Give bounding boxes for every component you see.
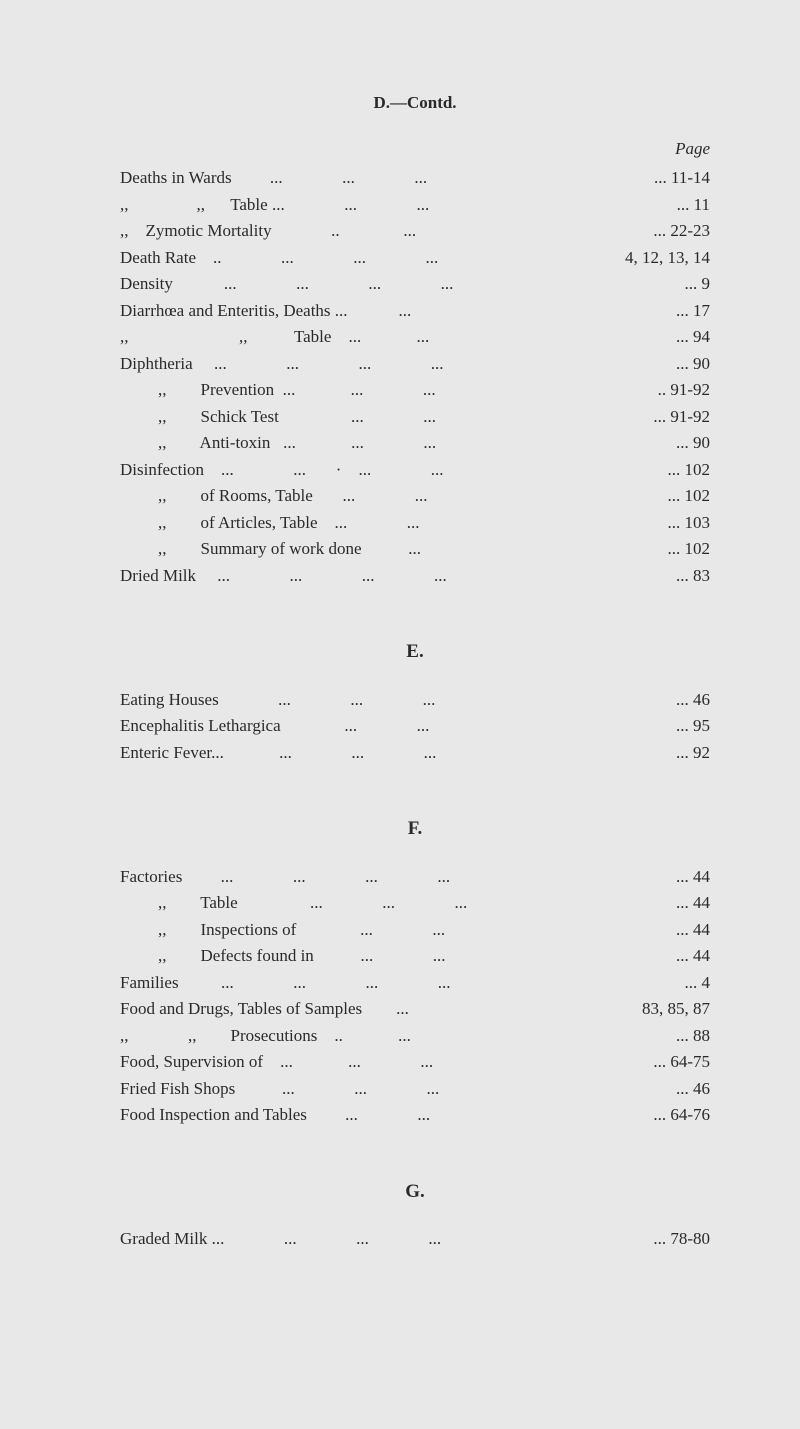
section-d-entries: Deaths in Wards ... ... ...... 11-14,, ,… — [120, 165, 710, 588]
index-entry: ,, Zymotic Mortality .. ... ... 22-23 — [120, 218, 710, 244]
index-entry-label: Graded Milk ... ... ... ... — [120, 1226, 441, 1252]
index-entry: ,, Defects found in ... ... ... 44 — [120, 943, 710, 969]
index-entry: ,, of Articles, Table ... ... ... 103 — [120, 510, 710, 536]
index-entry-page: ... 64-75 — [653, 1049, 710, 1075]
index-entry-label: ,, ,, Table ... ... ... — [120, 192, 429, 218]
index-entry-label: Families ... ... ... ... — [120, 970, 451, 996]
index-entry-label: ,, Defects found in ... ... — [120, 943, 446, 969]
index-entry-page: ... 22-23 — [653, 218, 710, 244]
index-entry: Families ... ... ... ... ... 4 — [120, 970, 710, 996]
index-entry-label: Disinfection ... ... · ... ... — [120, 457, 443, 483]
index-entry-page: ... 91-92 — [653, 404, 710, 430]
index-entry-label: Food, Supervision of ... ... ... — [120, 1049, 433, 1075]
index-entry-label: Deaths in Wards ... ... ... — [120, 165, 427, 191]
index-entry-page: ... 44 — [676, 917, 710, 943]
index-entry-label: Food and Drugs, Tables of Samples ... — [120, 996, 409, 1022]
index-entry-label: ,, ,, Prosecutions .. ... — [120, 1023, 411, 1049]
index-entry-label: Diarrhœa and Enteritis, Deaths ... ... — [120, 298, 411, 324]
index-entry-page: ... 64-76 — [653, 1102, 710, 1128]
index-entry-page: ... 102 — [668, 457, 711, 483]
index-entry-page: 4, 12, 13, 14 — [625, 245, 710, 271]
index-entry: ,, Schick Test ... ... ... 91-92 — [120, 404, 710, 430]
index-entry: ,, ,, Table ... ... ... 94 — [120, 324, 710, 350]
index-entry: Dried Milk ... ... ... ... ... 83 — [120, 563, 710, 589]
index-entry-page: ... 90 — [676, 351, 710, 377]
index-entry: Encephalitis Lethargica ... ... ... 95 — [120, 713, 710, 739]
index-entry: Enteric Fever... ... ... ... ... 92 — [120, 740, 710, 766]
index-entry: Food Inspection and Tables ... ... ... 64… — [120, 1102, 710, 1128]
section-g-entries: Graded Milk ... ... ... ... ... 78-80 — [120, 1226, 710, 1252]
index-entry-page: ... 83 — [676, 563, 710, 589]
index-entry-page: ... 4 — [685, 970, 711, 996]
index-entry-label: ,, of Articles, Table ... ... — [120, 510, 420, 536]
index-entry-label: ,, Anti-toxin ... ... ... — [120, 430, 436, 456]
index-entry-label: ,, Zymotic Mortality .. ... — [120, 218, 416, 244]
index-entry-label: Encephalitis Lethargica ... ... — [120, 713, 429, 739]
index-entry-label: Death Rate .. ... ... ... — [120, 245, 438, 271]
index-entry-page: 83, 85, 87 — [642, 996, 710, 1022]
index-entry: Fried Fish Shops ... ... ... ... 46 — [120, 1076, 710, 1102]
index-entry-label: Enteric Fever... ... ... ... — [120, 740, 436, 766]
index-entry-page: ... 88 — [676, 1023, 710, 1049]
index-entry-page: ... 44 — [676, 890, 710, 916]
index-entry-page: ... 78-80 — [653, 1226, 710, 1252]
index-entry-label: ,, ,, Table ... ... — [120, 324, 429, 350]
index-entry: ,, ,, Prosecutions .. ... ... 88 — [120, 1023, 710, 1049]
index-entry-label: Fried Fish Shops ... ... ... — [120, 1076, 439, 1102]
index-entry: ,, of Rooms, Table ... ... ... 102 — [120, 483, 710, 509]
section-d-header: D.—Contd. — [120, 90, 710, 116]
index-entry-label: ,, Prevention ... ... ... — [120, 377, 436, 403]
index-entry-label: Eating Houses ... ... ... — [120, 687, 435, 713]
index-entry-page: .. 91-92 — [658, 377, 710, 403]
index-entry-page: ... 46 — [676, 687, 710, 713]
index-entry: Graded Milk ... ... ... ... ... 78-80 — [120, 1226, 710, 1252]
index-entry: Deaths in Wards ... ... ... ... 11-14 — [120, 165, 710, 191]
index-entry-label: ,, Schick Test ... ... — [120, 404, 436, 430]
index-entry: Density ... ... ... ... ... 9 — [120, 271, 710, 297]
index-entry-page: ... 103 — [668, 510, 711, 536]
index-entry: ,, ,, Table ... ... ... ... 11 — [120, 192, 710, 218]
index-entry-label: ,, of Rooms, Table ... ... — [120, 483, 428, 509]
section-e-entries: Eating Houses ... ... ...... 46Encephali… — [120, 687, 710, 766]
index-entry-label: Food Inspection and Tables ... ... — [120, 1102, 430, 1128]
index-entry-page: ... 44 — [676, 943, 710, 969]
index-entry-page: ... 44 — [676, 864, 710, 890]
index-entry: Food and Drugs, Tables of Samples ... 83,… — [120, 996, 710, 1022]
index-entry: Food, Supervision of ... ... ... ... 64-7… — [120, 1049, 710, 1075]
index-entry: ,, Prevention ... ... ... .. 91-92 — [120, 377, 710, 403]
section-g-letter: G. — [120, 1178, 710, 1207]
index-entry: ,, Summary of work done ... ... 102 — [120, 536, 710, 562]
section-f-letter: F. — [120, 815, 710, 844]
index-entry-page: ... 9 — [685, 271, 711, 297]
index-entry-label: ,, Table ... ... ... — [120, 890, 467, 916]
index-entry: Eating Houses ... ... ... ... 46 — [120, 687, 710, 713]
index-entry-label: Dried Milk ... ... ... ... — [120, 563, 447, 589]
index-entry-page: ... 11-14 — [654, 165, 710, 191]
section-e-letter: E. — [120, 638, 710, 667]
index-entry: ,, Anti-toxin ... ... ... ... 90 — [120, 430, 710, 456]
index-entry-page: ... 11 — [677, 192, 710, 218]
index-entry-page: ... 102 — [668, 483, 711, 509]
index-entry: Factories ... ... ... ... ... 44 — [120, 864, 710, 890]
index-entry-page: ... 95 — [676, 713, 710, 739]
index-entry-page: ... 94 — [676, 324, 710, 350]
index-entry: Diphtheria ... ... ... ... ... 90 — [120, 351, 710, 377]
index-entry-label: Factories ... ... ... ... — [120, 864, 450, 890]
index-entry: ,, Table ... ... ... ... 44 — [120, 890, 710, 916]
index-entry: Death Rate .. ... ... ... 4, 12, 13, 14 — [120, 245, 710, 271]
index-entry-page: ... 102 — [668, 536, 711, 562]
index-entry-label: ,, Inspections of ... ... — [120, 917, 445, 943]
section-f-entries: Factories ... ... ... ...... 44,, Table … — [120, 864, 710, 1128]
index-entry: ,, Inspections of ... ... ... 44 — [120, 917, 710, 943]
index-entry-label: Diphtheria ... ... ... ... — [120, 351, 443, 377]
index-entry: Disinfection ... ... · ... ... ... 102 — [120, 457, 710, 483]
index-entry-label: ,, Summary of work done ... — [120, 536, 421, 562]
index-entry: Diarrhœa and Enteritis, Deaths ... .....… — [120, 298, 710, 324]
index-entry-page: ... 46 — [676, 1076, 710, 1102]
index-entry-page: ... 92 — [676, 740, 710, 766]
index-entry-page: ... 90 — [676, 430, 710, 456]
index-entry-page: ... 17 — [676, 298, 710, 324]
index-entry-label: Density ... ... ... ... — [120, 271, 453, 297]
page-label: Page — [120, 136, 710, 162]
